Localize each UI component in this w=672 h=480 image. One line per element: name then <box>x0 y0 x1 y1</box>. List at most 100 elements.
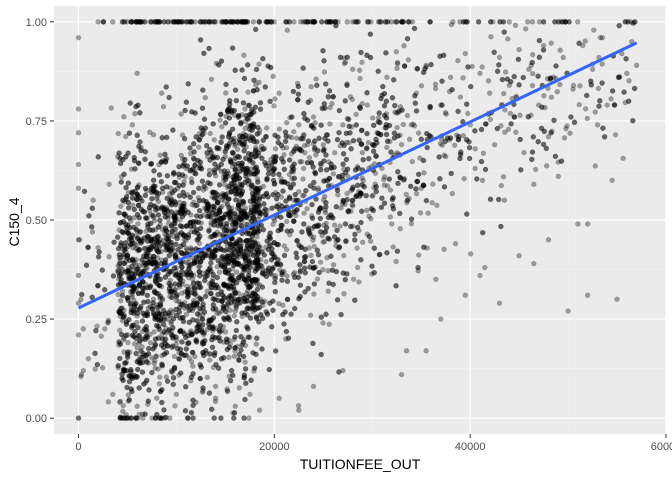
data-point <box>324 153 329 158</box>
data-point <box>190 364 195 369</box>
data-point <box>223 269 228 274</box>
data-point <box>533 167 538 172</box>
data-point <box>157 218 162 223</box>
data-point <box>429 62 434 67</box>
data-point <box>343 239 348 244</box>
data-point <box>96 254 101 259</box>
data-point <box>116 131 121 136</box>
data-point <box>467 139 472 144</box>
data-point <box>229 368 234 373</box>
data-point <box>292 306 297 311</box>
data-point <box>322 147 327 152</box>
data-point <box>218 330 223 335</box>
data-point <box>219 289 224 294</box>
data-point <box>122 314 127 319</box>
data-point <box>473 146 478 151</box>
data-point <box>212 416 217 421</box>
data-point <box>118 204 123 209</box>
data-point <box>442 184 447 189</box>
data-point <box>523 26 528 31</box>
data-point <box>388 215 393 220</box>
data-point <box>215 275 220 280</box>
data-point <box>521 75 526 80</box>
data-point <box>201 386 206 391</box>
data-point <box>264 19 269 24</box>
data-point <box>148 340 153 345</box>
data-point <box>227 116 232 121</box>
data-point <box>396 181 401 186</box>
data-point <box>309 84 314 89</box>
data-point <box>167 253 172 258</box>
data-point <box>156 213 161 218</box>
data-point <box>137 110 142 115</box>
data-point <box>597 104 602 109</box>
data-point <box>421 245 426 250</box>
data-point <box>274 154 279 159</box>
data-point <box>134 197 139 202</box>
data-point <box>122 172 127 177</box>
data-point <box>273 289 278 294</box>
data-point <box>255 125 260 130</box>
data-point <box>180 302 185 307</box>
data-point <box>412 26 417 31</box>
data-point <box>536 139 541 144</box>
data-point <box>163 311 168 316</box>
data-point <box>389 150 394 155</box>
data-point <box>232 354 237 359</box>
data-point <box>318 229 323 234</box>
data-point <box>600 62 605 67</box>
data-point <box>183 108 188 113</box>
data-point <box>211 302 216 307</box>
data-point <box>271 308 276 313</box>
data-point <box>544 163 549 168</box>
data-point <box>284 329 289 334</box>
data-point <box>347 140 352 145</box>
data-point <box>178 244 183 249</box>
data-point <box>513 130 518 135</box>
data-point <box>201 128 206 133</box>
data-point <box>191 371 196 376</box>
data-point <box>256 319 261 324</box>
data-point <box>201 302 206 307</box>
data-point <box>296 92 301 97</box>
data-point <box>291 219 296 224</box>
data-point <box>137 386 142 391</box>
data-point <box>251 350 256 355</box>
data-point <box>141 254 146 259</box>
data-point <box>233 167 238 172</box>
data-point <box>122 247 127 252</box>
data-point <box>344 271 349 276</box>
data-point <box>177 164 182 169</box>
data-point <box>414 191 419 196</box>
data-point <box>348 130 353 135</box>
data-point <box>132 373 137 378</box>
data-point <box>255 252 260 257</box>
data-point <box>583 106 588 111</box>
data-point <box>212 170 217 175</box>
data-point <box>277 127 282 132</box>
data-point <box>395 60 400 65</box>
data-point <box>89 224 94 229</box>
data-point <box>280 204 285 209</box>
data-point <box>207 391 212 396</box>
data-point <box>294 208 299 213</box>
data-point <box>259 156 264 161</box>
data-point <box>90 206 95 211</box>
data-point <box>118 298 123 303</box>
data-point <box>162 329 167 334</box>
data-point <box>355 183 360 188</box>
data-point <box>224 82 229 87</box>
data-point <box>127 374 132 379</box>
data-point <box>367 214 372 219</box>
data-point <box>364 193 369 198</box>
data-point <box>311 180 316 185</box>
data-point <box>223 329 228 334</box>
data-point <box>310 259 315 264</box>
data-point <box>255 190 260 195</box>
data-point <box>120 19 125 24</box>
data-point <box>449 171 454 176</box>
data-point <box>274 196 279 201</box>
data-point <box>165 173 170 178</box>
data-point <box>196 265 201 270</box>
